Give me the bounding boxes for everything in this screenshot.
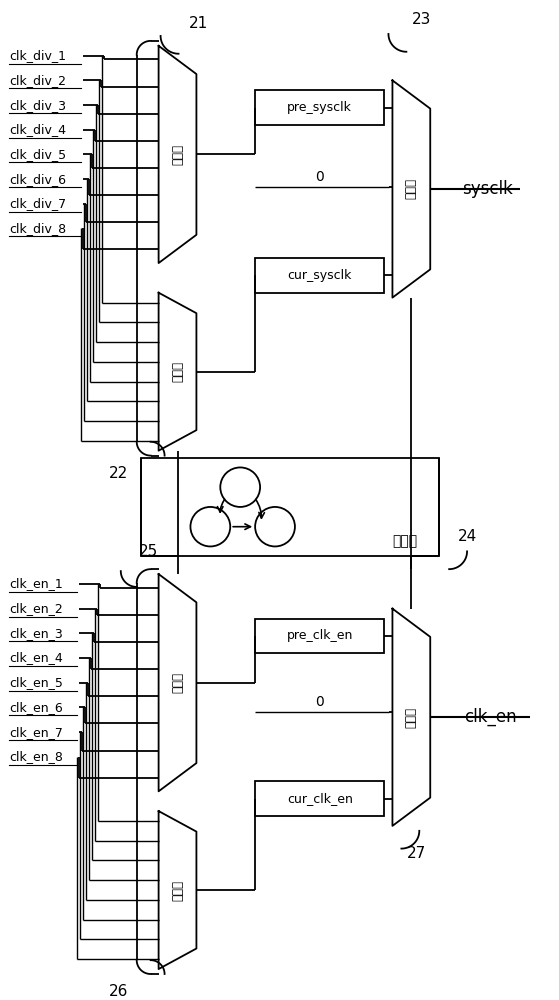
Text: 0: 0: [315, 695, 324, 709]
Text: 26: 26: [109, 984, 129, 999]
Text: sysclk: sysclk: [462, 180, 513, 198]
Text: 选择器: 选择器: [171, 361, 184, 382]
Text: clk_en: clk_en: [463, 708, 517, 726]
Text: clk_div_3: clk_div_3: [10, 99, 67, 112]
Text: clk_div_6: clk_div_6: [10, 173, 67, 186]
Text: clk_en_8: clk_en_8: [10, 750, 63, 763]
Text: pre_clk_en: pre_clk_en: [287, 629, 353, 642]
Bar: [255, 781, 385, 816]
Text: clk_en_5: clk_en_5: [10, 676, 63, 689]
Text: clk_en_3: clk_en_3: [10, 627, 63, 640]
Text: clk_div_2: clk_div_2: [10, 74, 67, 87]
Bar: [141, 458, 439, 556]
Text: 24: 24: [457, 529, 477, 544]
Text: 选择器: 选择器: [171, 880, 184, 901]
Text: cur_clk_en: cur_clk_en: [287, 792, 353, 805]
Bar: [255, 619, 385, 653]
Text: clk_en_7: clk_en_7: [10, 726, 63, 739]
Text: clk_div_4: clk_div_4: [10, 123, 67, 136]
Text: 选择器: 选择器: [171, 672, 184, 693]
Text: clk_div_1: clk_div_1: [10, 49, 67, 62]
Text: 选择器: 选择器: [171, 144, 184, 165]
Text: clk_en_1: clk_en_1: [10, 577, 63, 590]
Text: clk_en_4: clk_en_4: [10, 652, 63, 665]
Text: 21: 21: [189, 16, 208, 31]
Text: clk_en_6: clk_en_6: [10, 701, 63, 714]
Text: clk_div_8: clk_div_8: [10, 222, 67, 235]
Text: 27: 27: [407, 846, 426, 861]
Text: 23: 23: [411, 12, 431, 27]
Text: clk_en_2: clk_en_2: [10, 602, 63, 615]
Text: 选择器: 选择器: [405, 178, 418, 199]
Bar: [255, 90, 385, 125]
Text: 25: 25: [139, 544, 158, 559]
Text: 状态机: 状态机: [392, 535, 417, 549]
Text: pre_sysclk: pre_sysclk: [287, 101, 352, 114]
Text: 选择器: 选择器: [405, 707, 418, 728]
Bar: [255, 258, 385, 293]
Text: 0: 0: [315, 170, 324, 184]
Text: 22: 22: [109, 466, 129, 481]
Text: clk_div_5: clk_div_5: [10, 148, 67, 161]
Text: cur_sysclk: cur_sysclk: [288, 269, 352, 282]
Text: clk_div_7: clk_div_7: [10, 197, 67, 210]
